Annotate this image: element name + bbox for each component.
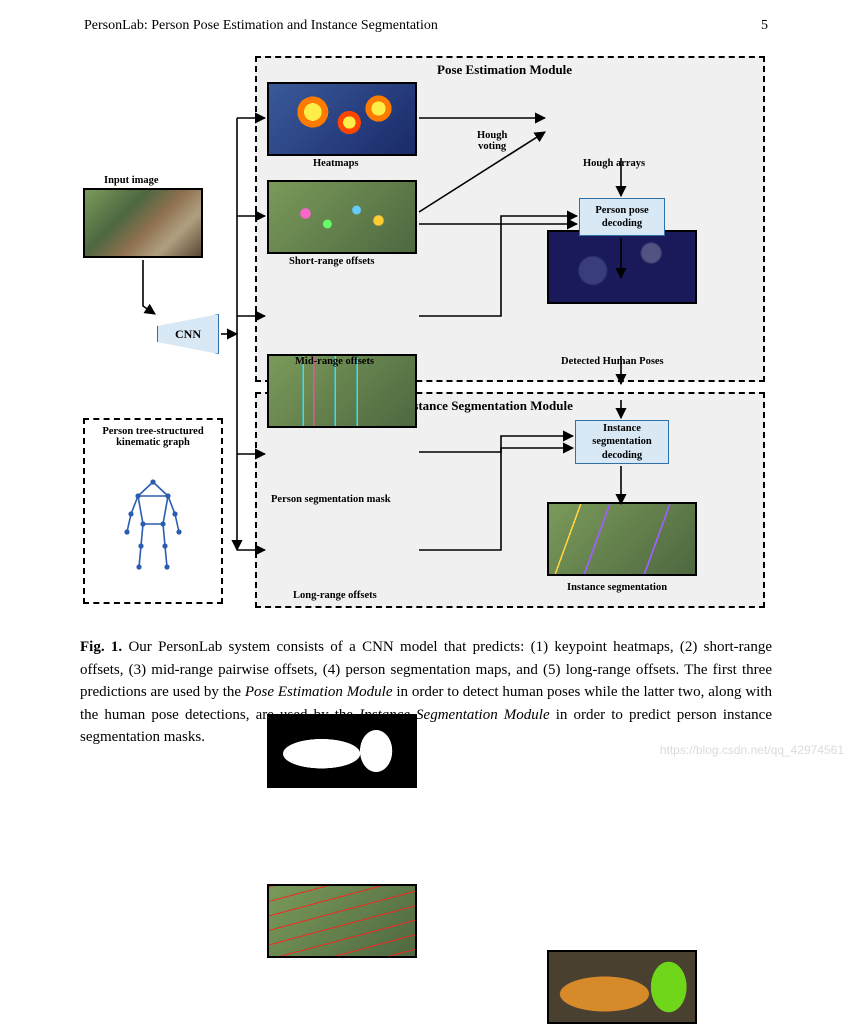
cnn-label: CNN: [175, 327, 201, 342]
instance-seg-label: Instance segmentation: [567, 582, 667, 593]
long-range-label: Long-range offsets: [293, 590, 377, 601]
input-image: [83, 188, 203, 258]
seg-decoding-box: Instance segmentation decoding: [575, 420, 669, 464]
hough-arrays-image: [547, 230, 697, 304]
long-range-image: [267, 884, 417, 958]
input-image-label: Input image: [104, 175, 159, 186]
seg-module-title: Instance Segmentation Module: [401, 398, 573, 414]
figure-caption: Fig. 1. Our PersonLab system consists of…: [80, 636, 772, 749]
hough-arrays-label: Hough arrays: [583, 158, 645, 169]
caption-fig-label: Fig. 1.: [80, 639, 122, 655]
mid-range-label: Mid-range offsets: [295, 356, 374, 367]
heatmaps-image: [267, 82, 417, 156]
detected-poses-image: [547, 502, 697, 576]
figure-1: Pose Estimation Module Instance Segmenta…: [81, 52, 771, 624]
pose-decoding-box: Person pose decoding: [579, 198, 665, 236]
watermark: https://blog.csdn.net/qq_42974561: [660, 743, 844, 757]
heatmaps-label: Heatmaps: [313, 158, 359, 169]
hough-voting-label: Hough voting: [477, 130, 507, 152]
short-range-image: [267, 180, 417, 254]
seg-mask-label: Person segmentation mask: [271, 494, 391, 505]
detected-poses-label: Detected Human Poses: [561, 356, 664, 367]
running-title: PersonLab: Person Pose Estimation and In…: [84, 18, 438, 34]
caption-pose-em: Pose Estimation Module: [245, 684, 393, 700]
cnn-block: CNN: [157, 314, 219, 354]
seg-mask-image: [267, 714, 417, 788]
page-number: 5: [761, 18, 768, 34]
instance-seg-image: [547, 950, 697, 1024]
kinematic-graph-label: Person tree-structured kinematic graph: [95, 426, 211, 448]
pose-module-title: Pose Estimation Module: [437, 62, 572, 78]
kinematic-skeleton: [103, 454, 203, 594]
running-header: PersonLab: Person Pose Estimation and In…: [80, 18, 772, 34]
short-range-label: Short-range offsets: [289, 256, 374, 267]
